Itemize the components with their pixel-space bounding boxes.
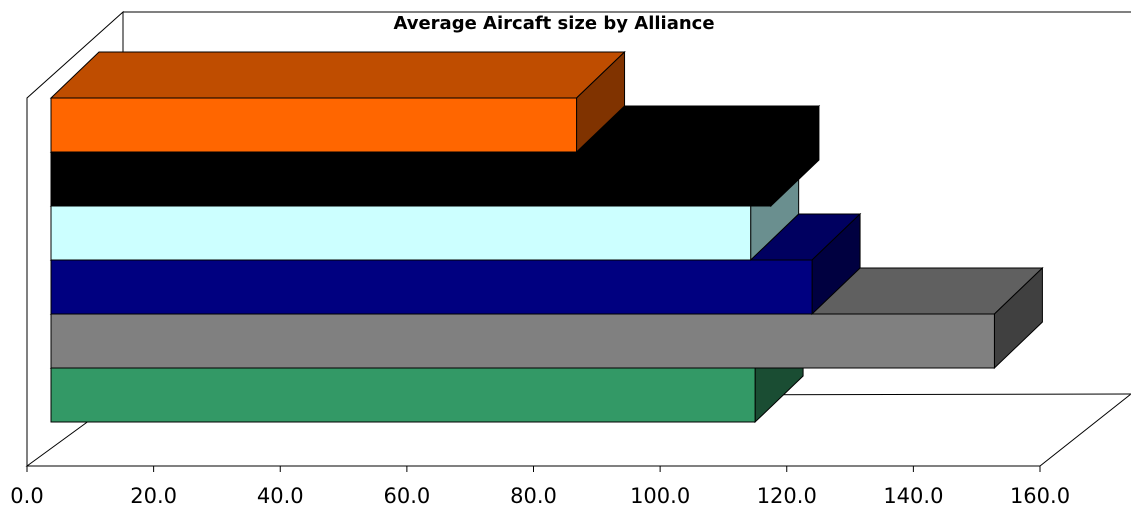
- x-tick-label: 60.0: [383, 484, 430, 506]
- bar-front: [50, 97, 578, 153]
- x-tick-label: 140.0: [883, 484, 943, 506]
- x-tick-labels: 0.0 20.0 40.0 60.0 80.0 100.0 120.0 140.0 160.0: [10, 466, 1070, 508]
- x-tick-label: 20.0: [130, 484, 177, 506]
- bar-front: [50, 151, 772, 207]
- x-tick-label: 40.0: [257, 484, 304, 506]
- bar-top: [49, 51, 626, 99]
- x-tick-label: 160.0: [1010, 484, 1070, 506]
- x-tick-label: 120.0: [757, 484, 817, 506]
- x-tick-label: 0.0: [10, 484, 43, 506]
- bar-front: [50, 259, 813, 315]
- bar-front: [50, 313, 995, 369]
- bar-group: [49, 50, 1044, 424]
- x-tick-label: 100.0: [630, 484, 690, 506]
- bar-front: [50, 367, 756, 423]
- x-tick-label: 80.0: [510, 484, 557, 506]
- bar: [49, 50, 626, 154]
- bar-front: [50, 205, 752, 261]
- chart-title: Average Aircaft size by Alliance: [393, 13, 714, 34]
